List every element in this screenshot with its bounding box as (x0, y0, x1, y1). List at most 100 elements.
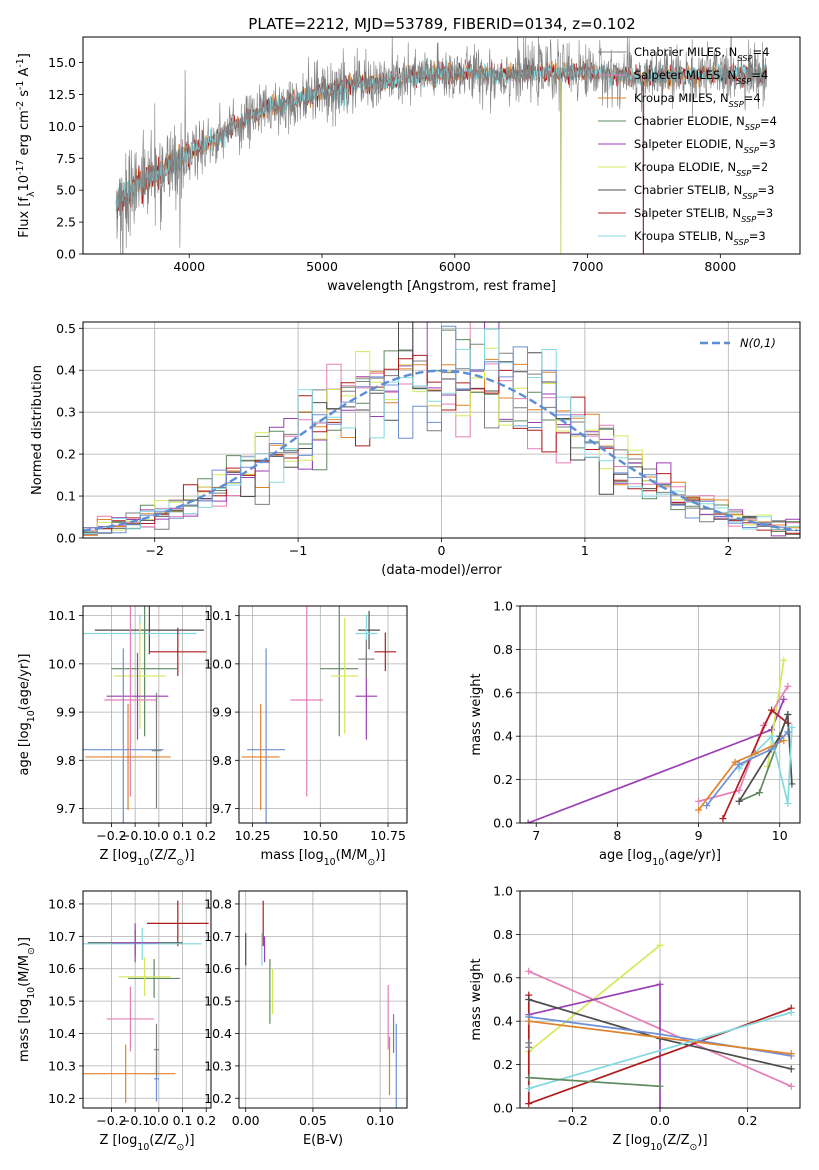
panel-age_vs_Z: −0.2−0.10.0 0.1 0.2 9.7 9.8 9.9 10.0 10.1 Z [log… (17, 605, 216, 868)
legend-label: Chabrier ELODIE, NSSP=4 (634, 114, 777, 132)
y-tick-label: 9.8 (212, 753, 232, 768)
weight-marker-salpeter_stelib (525, 1100, 533, 1108)
legend-label: Chabrier MILES, NSSP=4 (634, 45, 769, 63)
weight-marker-chabrier_stelib (787, 1065, 795, 1073)
y-tick-label: 0.5 (56, 321, 76, 336)
axes-frame (238, 605, 408, 824)
x-tick-label: 0.00 (232, 1113, 260, 1128)
y-tick-label: 10.5 (48, 994, 76, 1009)
y-tick-label: 0.2 (493, 1057, 513, 1072)
x-tick-label: 9 (695, 828, 703, 843)
weight-marker-salpeter_elodie (524, 819, 532, 823)
x-tick-label: −0.1 (120, 828, 150, 843)
x-axis-label: mass [log10(M/M⊙)] (261, 848, 386, 868)
weight-marker-extra_blue (703, 802, 711, 810)
plot-area (520, 606, 800, 823)
axes-frame (82, 890, 212, 1109)
panel-mass_vs_Z: −0.2−0.10.0 0.1 0.2 10.2 10.3 10.4 10.5 10.6 10.… (17, 890, 216, 1153)
weight-marker-salpeter_stelib (768, 706, 776, 714)
y-axis-label: mass weight (469, 673, 484, 755)
weight-marker-salpeter_miles (695, 797, 703, 805)
y-axis-label: age [log10(age/yr)] (17, 654, 37, 776)
weight-marker-kroupa_miles (780, 737, 788, 745)
x-tick-label: 2 (724, 543, 732, 558)
x-tick-label: 7000 (572, 259, 604, 274)
y-tick-label: 10.7 (48, 929, 76, 944)
axes-frame (82, 605, 212, 824)
y-tick-label: 0.4 (493, 1014, 513, 1029)
x-tick-label: 0.2 (196, 1113, 216, 1128)
weight-marker-salpeter_elodie (656, 980, 664, 988)
x-tick-label: 10.50 (302, 828, 338, 843)
weight-marker-kroupa_stelib (787, 1009, 795, 1017)
x-axis-label: Z [log10(Z/Z⊙)] (99, 848, 194, 868)
x-tick-label: −0.2 (96, 828, 126, 843)
y-tick-label: 10.2 (48, 1091, 76, 1106)
y-tick-label: 0.0 (56, 247, 76, 262)
x-tick-label: 10 (772, 828, 788, 843)
y-tick-label: 10.3 (204, 1058, 232, 1073)
weight-marker-salpeter_miles (525, 967, 533, 975)
y-tick-label: 0.0 (493, 1101, 513, 1116)
weight-line-kroupa_miles (528, 1020, 792, 1055)
panel-weight_vs_Z: −0.2 0.0 0.2 0.0 0.2 0.4 0.6 0.8 1.0 Z [log10(Z/Z… (469, 884, 801, 1153)
x-tick-label: 8 (613, 828, 621, 843)
weight-line-salpeter_elodie (528, 983, 661, 1108)
y-tick-label: 12.5 (48, 87, 76, 102)
y-tick-label: 10.8 (48, 896, 76, 911)
gaussian-curve (83, 369, 798, 532)
x-tick-label: −0.1 (120, 1113, 150, 1128)
x-tick-label: 5000 (306, 259, 338, 274)
y-tick-label: 0.6 (493, 970, 513, 985)
weight-marker-chabrier_miles (525, 1043, 533, 1051)
y-tick-label: 10.5 (204, 994, 232, 1009)
weight-marker-extra_blue (784, 728, 792, 736)
axes-frame (519, 890, 801, 1109)
plot-area (83, 606, 211, 823)
y-tick-label: 0.3 (56, 405, 76, 420)
legend-label: Kroupa MILES, NSSP=4 (634, 91, 761, 109)
x-axis-label: wavelength [Angstrom, rest frame] (327, 279, 556, 294)
y-tick-label: 10.3 (48, 1058, 76, 1073)
y-tick-label: 9.9 (212, 705, 232, 720)
y-tick-label: 0.2 (493, 772, 513, 787)
y-tick-label: 1.0 (493, 599, 513, 614)
weight-marker-salpeter_stelib (719, 815, 727, 823)
y-tick-label: 10.0 (48, 119, 76, 134)
axes-frame (238, 890, 408, 1109)
weight-marker-kroupa_miles (695, 806, 703, 814)
x-tick-label: −1 (289, 543, 307, 558)
weight-line-chabrier_stelib (738, 714, 793, 802)
histogram-extra_blue (83, 325, 800, 534)
y-tick-label: 0.6 (493, 685, 513, 700)
y-axis-label: Normed distribution (30, 365, 45, 495)
x-tick-label: 10.75 (370, 828, 406, 843)
y-tick-label: 0.8 (493, 642, 513, 657)
x-tick-label: 0.0 (149, 828, 169, 843)
plot-area (239, 606, 407, 823)
plot-area (83, 891, 211, 1108)
x-tick-label: 8000 (704, 259, 736, 274)
weight-marker-chabrier_elodie (525, 1074, 533, 1082)
weight-marker-kroupa_stelib (784, 799, 792, 807)
weight-marker-extra_blue (768, 745, 776, 753)
x-tick-label: 0.1 (173, 828, 193, 843)
y-tick-label: 0.0 (493, 816, 513, 831)
weight-marker-kroupa_miles (731, 758, 739, 766)
weight-marker-salpeter_miles (784, 682, 792, 690)
weight-marker-chabrier_stelib (784, 711, 792, 718)
weight-line-kroupa_stelib (528, 1011, 792, 1090)
y-tick-label: 0.8 (493, 927, 513, 942)
x-tick-label: 0.2 (738, 1113, 758, 1128)
x-tick-label: −0.2 (96, 1113, 126, 1128)
legend-label: Chabrier STELIB, NSSP=3 (634, 183, 774, 201)
panel-age_vs_mass: 10.25 10.50 10.75 9.7 9.8 9.9 10.0 10.1 mass [lo… (204, 605, 408, 868)
y-tick-label: 9.8 (56, 753, 76, 768)
x-tick-label: 4000 (173, 259, 205, 274)
y-tick-label: 7.5 (56, 151, 76, 166)
y-tick-label: 0.1 (56, 489, 76, 504)
x-tick-label: 0.2 (196, 828, 216, 843)
y-tick-label: 10.0 (48, 656, 76, 671)
x-axis-label: age [log10(age/yr)] (599, 848, 721, 868)
y-tick-label: 10.2 (204, 1091, 232, 1106)
